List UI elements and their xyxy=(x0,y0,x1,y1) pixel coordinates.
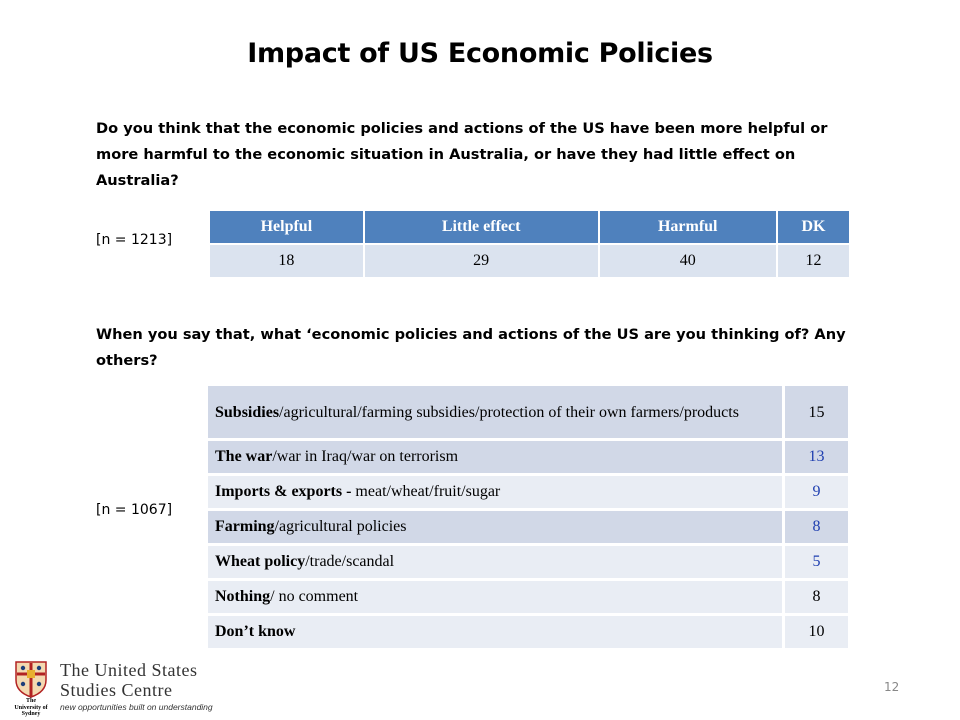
row-label-bold: Wheat policy xyxy=(215,553,306,570)
table-row: Subsidies/agricultural/farming subsidies… xyxy=(208,386,848,438)
row-label-rest: /agricultural/farming subsidies/protecti… xyxy=(279,403,739,421)
slide-title: Impact of US Economic Policies xyxy=(247,38,713,69)
row-label-rest: /agricultural policies xyxy=(274,518,407,535)
row-label-bold: Subsidies xyxy=(215,403,280,421)
table-row: Farming/agricultural policies 8 xyxy=(208,511,848,543)
row-label-rest: / no comment xyxy=(270,588,359,605)
table-row: The war/war in Iraq/war on terrorism 13 xyxy=(208,441,848,473)
ussc-logo: The University of Sydney The United Stat… xyxy=(8,656,228,717)
value-dk: 12 xyxy=(777,245,849,277)
value-harmful: 40 xyxy=(599,245,776,277)
table-row: Nothing/ no comment 8 xyxy=(208,581,848,613)
row-label: Wheat policy/trade/scandal xyxy=(208,546,782,578)
row-value: 10 xyxy=(782,616,848,648)
header-harmful: Harmful xyxy=(599,211,776,243)
crest-label: The University of Sydney xyxy=(14,698,48,717)
policies-table: Subsidies/agricultural/farming subsidies… xyxy=(208,383,848,651)
org-name-line-2: Studies Centre xyxy=(60,680,173,700)
response-table: Helpful Little effect Harmful DK 18 29 4… xyxy=(208,209,851,279)
row-label-bold: Don’t know xyxy=(215,623,296,640)
row-value: 5 xyxy=(782,546,848,578)
page-number: 12 xyxy=(884,680,900,694)
row-label-bold: The war xyxy=(215,448,273,465)
row-label-bold: Farming xyxy=(215,518,275,535)
header-helpful: Helpful xyxy=(210,211,363,243)
row-label: Subsidies/agricultural/farming subsidies… xyxy=(208,386,782,438)
row-value: 8 xyxy=(782,581,848,613)
table-row: Imports & exports - meat/wheat/fruit/sug… xyxy=(208,476,848,508)
sample-size-2: [n = 1067] xyxy=(96,502,173,518)
university-crest-icon xyxy=(15,661,47,698)
question-1: Do you think that the economic policies … xyxy=(96,120,828,189)
row-label-rest: /trade/scandal xyxy=(305,553,395,570)
org-name-line-1: The United States xyxy=(60,660,198,680)
header-little-effect: Little effect xyxy=(364,211,598,243)
row-value: 8 xyxy=(782,511,848,543)
response-header-row: Helpful Little effect Harmful DK xyxy=(210,211,849,243)
org-name: The United States Studies Centre xyxy=(60,660,197,700)
row-value: 15 xyxy=(782,386,848,438)
value-helpful: 18 xyxy=(210,245,363,277)
org-tagline: new opportunities built on understanding xyxy=(60,702,213,712)
row-label: The war/war in Iraq/war on terrorism xyxy=(208,441,782,473)
sample-size-1: [n = 1213] xyxy=(96,232,173,248)
question-2: When you say that, what ‘economic polici… xyxy=(96,326,846,369)
row-value: 9 xyxy=(782,476,848,508)
row-label: Don’t know xyxy=(208,616,782,648)
row-label-bold: Nothing xyxy=(215,588,271,605)
row-value: 13 xyxy=(782,441,848,473)
response-value-row: 18 29 40 12 xyxy=(210,245,849,277)
row-label-rest: meat/wheat/fruit/sugar xyxy=(355,483,501,500)
row-label: Imports & exports - meat/wheat/fruit/sug… xyxy=(208,476,782,508)
table-row: Wheat policy/trade/scandal 5 xyxy=(208,546,848,578)
table-row: Don’t know 10 xyxy=(208,616,848,648)
row-label-bold: Imports & exports - xyxy=(215,483,356,500)
value-little-effect: 29 xyxy=(364,245,598,277)
row-label-rest: /war in Iraq/war on terrorism xyxy=(272,448,459,465)
row-label: Nothing/ no comment xyxy=(208,581,782,613)
row-label: Farming/agricultural policies xyxy=(208,511,782,543)
header-dk: DK xyxy=(777,211,849,243)
